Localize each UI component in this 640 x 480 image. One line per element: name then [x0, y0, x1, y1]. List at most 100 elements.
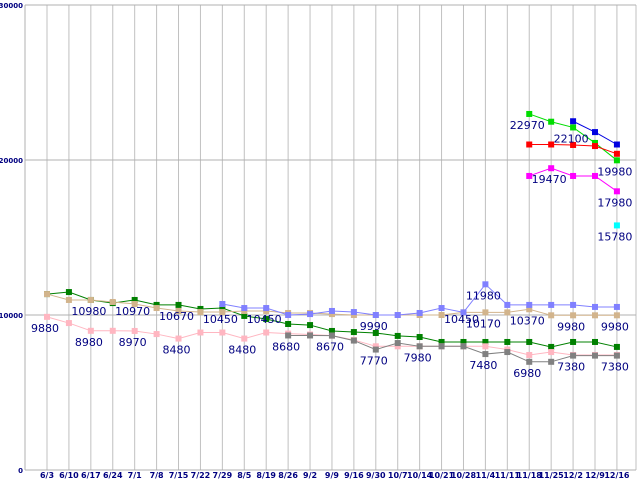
data-point-green [241, 312, 248, 319]
data-point-green [65, 289, 72, 296]
x-tick-label: 6/3 [40, 471, 54, 480]
x-tick-label: 8/5 [237, 471, 251, 480]
data-point-gray [438, 343, 445, 350]
x-tick-label: 12/9 [585, 471, 605, 480]
data-point-tan [109, 298, 116, 305]
x-tick-label: 7/22 [191, 471, 211, 480]
series-cyan [613, 222, 620, 229]
data-point-red [526, 141, 533, 148]
data-point-green [153, 301, 160, 308]
data-point-tan [175, 307, 182, 314]
data-label: 9990 [360, 320, 388, 333]
data-point-green [350, 329, 357, 336]
data-point-green [219, 305, 226, 312]
data-point-tan [219, 309, 226, 316]
data-point-tan [197, 309, 204, 316]
x-tick-label: 10/28 [451, 471, 477, 480]
data-point-tan [570, 312, 577, 319]
data-point-lime [613, 157, 620, 164]
data-point-gray [394, 340, 401, 347]
x-tick-label: 7/15 [169, 471, 189, 480]
data-point-gray [613, 352, 620, 359]
x-tick-label: 6/10 [59, 471, 79, 480]
data-label: 15780 [597, 230, 632, 243]
data-point-pink [263, 329, 270, 336]
data-point-periwinkle [394, 312, 401, 318]
data-point-green [307, 322, 314, 329]
data-point-periwinkle [372, 312, 379, 318]
data-point-pink [526, 351, 533, 358]
data-point-tan [613, 312, 620, 319]
data-point-pink [548, 349, 555, 356]
x-tick-label: 6/17 [81, 471, 101, 480]
data-labels: 9880 10980 8980 10970 8970 10670 8480 10450 8480… [31, 119, 632, 380]
data-point-pink [219, 329, 226, 336]
x-tick-label: 9/30 [366, 471, 386, 480]
series-blue [570, 118, 620, 148]
data-point-pink [87, 327, 94, 334]
data-label: 10450 [444, 313, 479, 326]
data-label: 10450 [247, 313, 282, 326]
data-point-green [394, 332, 401, 339]
series-magenta [526, 165, 620, 195]
data-point-periwinkle [482, 281, 489, 288]
data-point-gray [285, 332, 292, 339]
data-point-tan [153, 305, 160, 312]
data-label: 8480 [163, 344, 191, 357]
data-point-gray [570, 352, 577, 359]
data-point-red [570, 141, 577, 148]
data-label: 10450 [203, 313, 238, 326]
data-point-red [613, 150, 620, 157]
data-point-green [197, 305, 204, 312]
data-label: 8970 [119, 336, 147, 349]
data-point-blue [592, 129, 598, 136]
data-label: 17980 [597, 196, 632, 209]
data-point-green [438, 338, 445, 345]
data-point-red [592, 143, 598, 150]
y-tick-label: 30000 [0, 2, 23, 10]
data-point-gray [307, 332, 314, 339]
data-label: 6980 [513, 367, 541, 380]
data-point-lime [570, 124, 577, 131]
data-label: 10970 [115, 305, 150, 318]
data-label: 7380 [557, 361, 585, 374]
data-label: 9980 [601, 320, 629, 333]
data-label: 8480 [228, 344, 256, 357]
data-point-green [592, 338, 598, 345]
data-label: 8980 [75, 336, 103, 349]
data-point-periwinkle [460, 309, 467, 316]
x-tick-label: 10/7 [388, 471, 408, 480]
x-axis: 6/3 6/10 6/17 6/24 7/1 7/8 7/15 7/22 7/29 8/5 8/19… [40, 471, 630, 480]
data-point-periwinkle [263, 305, 270, 312]
data-label: 7980 [404, 351, 432, 364]
data-point-periwinkle [548, 301, 555, 308]
data-point-pink [241, 335, 248, 342]
x-tick-label: 8/19 [256, 471, 276, 480]
x-tick-label: 12/2 [563, 471, 583, 480]
data-point-periwinkle [307, 311, 314, 318]
y-tick-label: 20000 [0, 157, 23, 165]
data-point-pink [65, 320, 72, 327]
data-label: 19980 [597, 165, 632, 178]
x-tick-label: 11/11 [495, 471, 521, 480]
x-tick-label: 12/16 [604, 471, 630, 480]
data-point-green [570, 338, 577, 345]
x-tick-label: 8/26 [278, 471, 298, 480]
x-tick-label: 11/25 [539, 471, 565, 480]
data-point-magenta [592, 172, 598, 179]
data-point-tan [87, 296, 94, 303]
data-label: 7770 [360, 355, 388, 368]
data-point-tan [44, 291, 50, 298]
data-label: 10170 [466, 317, 501, 330]
data-point-tan [548, 312, 555, 319]
data-point-pink [175, 335, 182, 342]
data-point-lime [592, 139, 598, 146]
data-point-periwinkle [328, 307, 335, 314]
x-tick-label: 9/2 [303, 471, 317, 480]
x-tick-label: 9/9 [325, 471, 339, 480]
data-point-pink [482, 343, 489, 350]
data-label: 19470 [532, 173, 567, 186]
data-label: 10370 [510, 314, 545, 327]
data-point-gray [592, 352, 598, 359]
